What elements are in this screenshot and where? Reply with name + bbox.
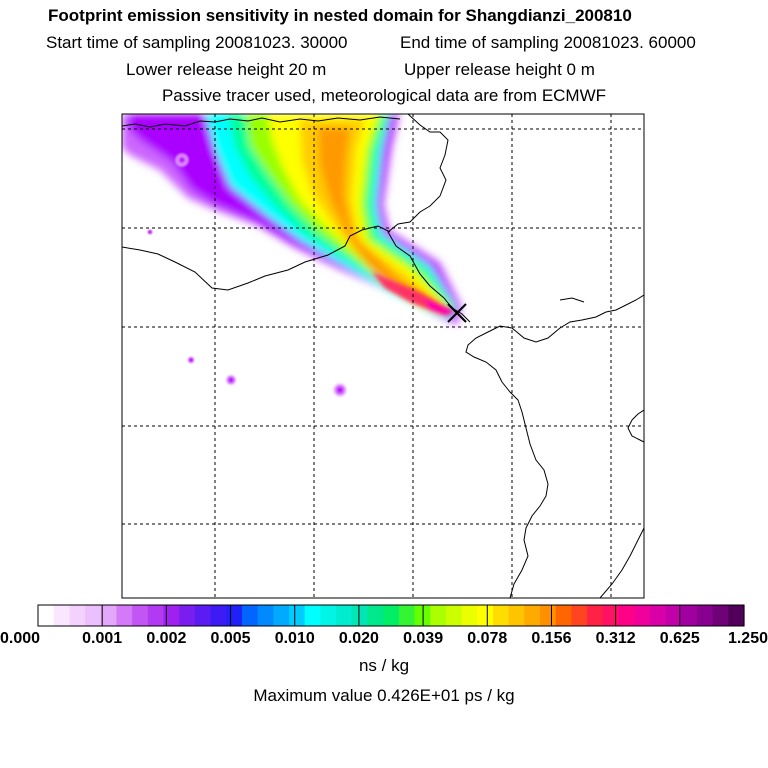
colorbar-tick-label: 0.001: [82, 630, 122, 647]
colorbar-cell: [461, 605, 478, 626]
colorbar-cell: [696, 605, 714, 626]
colorbar-cell: [634, 605, 651, 626]
colorbar-cell: [85, 605, 102, 626]
colorbar-cell: [53, 605, 70, 626]
colorbar-cell: [681, 605, 698, 626]
coastlines: [122, 114, 644, 598]
colorbar-cell: [430, 605, 447, 626]
colorbar-tick-label: 0.020: [339, 630, 379, 647]
colorbar-cell: [383, 605, 400, 626]
sensitivity-spot: [174, 152, 190, 168]
coastline: [599, 527, 644, 598]
map-frame: [121, 113, 645, 599]
sensitivity-spot: [186, 355, 196, 365]
colorbar-cell: [336, 605, 353, 626]
colorbar-cell: [179, 605, 196, 626]
colorbar-cell: [587, 605, 604, 626]
coastline: [559, 297, 585, 303]
colorbar-cell: [728, 605, 745, 626]
lower-release-label: Lower release height 20 m: [126, 60, 327, 79]
colorbar-tick-label: 0.156: [531, 630, 571, 647]
colorbar-cell: [665, 605, 682, 626]
colorbar-cell: [194, 605, 212, 626]
footprint-plume: [122, 114, 462, 399]
colorbar-cell: [602, 605, 620, 626]
colorbar-frame: [37, 604, 745, 627]
colorbar-tick-label: 0.005: [211, 630, 251, 647]
colorbar-cell: [712, 605, 729, 626]
colorbar-cell: [398, 605, 416, 626]
colorbar-tick-label: 1.250: [728, 630, 768, 647]
map-grid: [122, 114, 644, 598]
colorbar-cell: [116, 605, 133, 626]
colorbar-cell: [132, 605, 149, 626]
colorbar-cell: [226, 605, 243, 626]
colorbar-tick-label: 0.625: [660, 630, 700, 647]
colorbar-ticks: 0.000 0.001 0.002 0.005 0.010 0.020 0.039 0.078…: [0, 605, 768, 647]
colorbar-cell: [320, 605, 337, 626]
colorbar-tick-label: 0.312: [596, 630, 636, 647]
border-line: [122, 116, 401, 128]
colorbar-tick-label: 0.078: [467, 630, 507, 647]
colorbar-cell: [100, 605, 118, 626]
colorbar-tick-label: 0.039: [403, 630, 443, 647]
upper-release-label: Upper release height 0 m: [404, 60, 595, 79]
x-marker-icon: [447, 303, 467, 323]
colorbar-cell: [257, 605, 274, 626]
colorbar-cell: [367, 605, 384, 626]
colorbar-cell: [477, 605, 494, 626]
colorbar-cell: [69, 605, 86, 626]
colorbar-cells: [38, 605, 745, 626]
colorbar-cell: [618, 605, 635, 626]
colorbar-cell: [289, 605, 306, 626]
colorbar-unit-label: ns / kg: [358, 656, 410, 675]
colorbar-cell: [492, 605, 510, 626]
colorbar-cell: [163, 605, 180, 626]
colorbar-cell: [273, 605, 290, 626]
colorbar-cell: [555, 605, 573, 626]
colorbar-cell: [524, 605, 541, 626]
plume-layer: [318, 128, 446, 310]
maximum-value-label: Maximum value 0.426E+01 ps / kg: [253, 686, 515, 705]
colorbar-tick-label: 0.000: [0, 630, 40, 647]
coastline: [627, 409, 644, 443]
colorbar-cell: [571, 605, 588, 626]
plume-core-magenta: [425, 298, 455, 316]
colorbar-cell: [241, 605, 259, 626]
tracer-info-label: Passive tracer used, meteorological data…: [161, 86, 607, 105]
colorbar-cell: [540, 605, 557, 626]
end-time-label: End time of sampling 20081023. 60000: [400, 33, 696, 52]
colorbar-cell: [351, 605, 369, 626]
colorbar-cell: [38, 605, 55, 626]
colorbar-cell: [649, 605, 667, 626]
colorbar-cell: [445, 605, 463, 626]
colorbar-tick-label: 0.010: [275, 630, 315, 647]
plot-title: Footprint emission sensitivity in nested…: [48, 6, 632, 25]
sensitivity-spot: [146, 228, 154, 236]
colorbar-cell: [508, 605, 525, 626]
colorbar-cell: [304, 605, 321, 626]
colorbar: 0.000 0.001 0.002 0.005 0.010 0.020 0.039 0.078…: [0, 604, 768, 647]
start-time-label: Start time of sampling 20081023. 30000: [46, 33, 348, 52]
coastline: [387, 114, 471, 323]
sensitivity-spot: [224, 373, 238, 387]
sensitivity-spot: [331, 381, 349, 399]
colorbar-tick-label: 0.002: [146, 630, 186, 647]
border-line: [122, 225, 391, 291]
colorbar-cell: [210, 605, 227, 626]
coastline: [465, 294, 644, 598]
colorbar-cell: [147, 605, 165, 626]
